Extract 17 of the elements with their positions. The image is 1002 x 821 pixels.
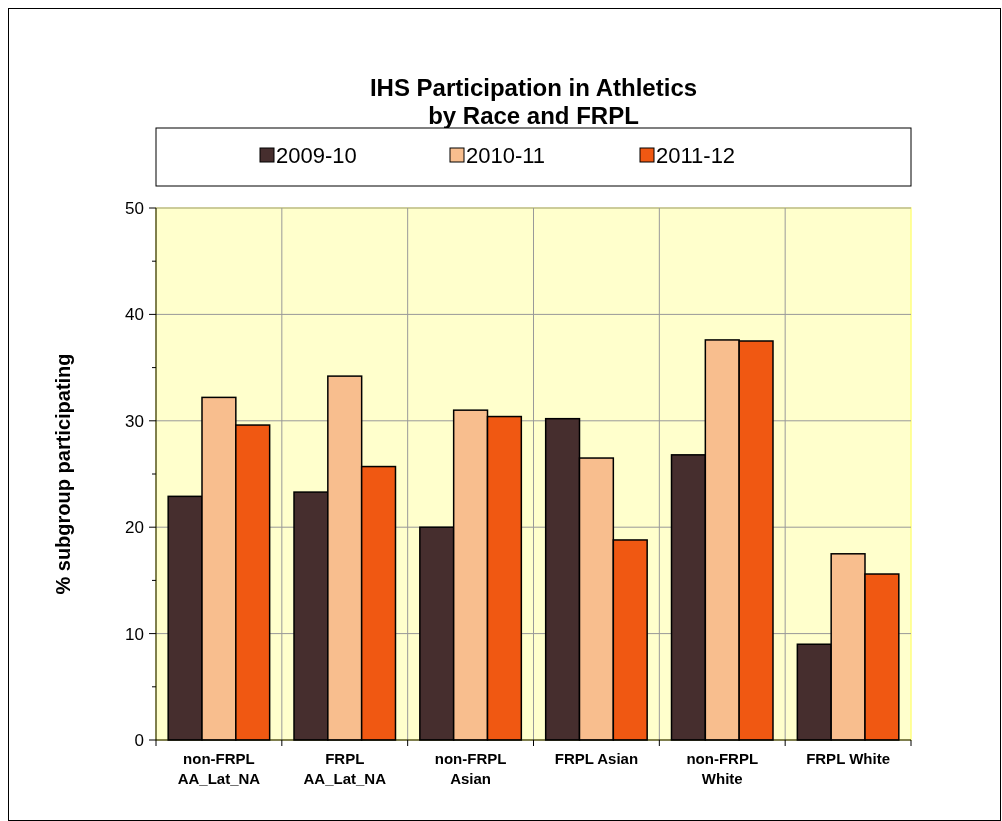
- legend-label: 2010-11: [466, 143, 546, 168]
- y-tick-label: 40: [125, 305, 144, 325]
- x-tick-label: FRPL Asian: [554, 750, 639, 767]
- legend-label: 2011-12: [656, 143, 736, 168]
- y-tick-label: 10: [125, 624, 144, 644]
- x-tick-label: FRPL White: [806, 750, 891, 767]
- y-tick-label: 50: [125, 198, 144, 218]
- y-tick-label: 30: [125, 411, 144, 431]
- x-tick-label: non-FRPL AA_Lat_NA: [177, 750, 261, 787]
- y-tick-label: 0: [134, 730, 144, 750]
- x-tick-label: non-FRPL White: [686, 750, 759, 787]
- legend-label: 2009-10: [276, 143, 357, 168]
- y-axis-title: % subgroup participating: [52, 353, 74, 595]
- x-tick-label: FRPL AA_Lat_NA: [303, 750, 387, 787]
- x-tick-label: non-FRPL Asian: [434, 750, 507, 787]
- y-tick-label: 20: [125, 518, 144, 538]
- chart-title: IHS Participation in Athletics by Race and FRPL: [369, 74, 698, 129]
